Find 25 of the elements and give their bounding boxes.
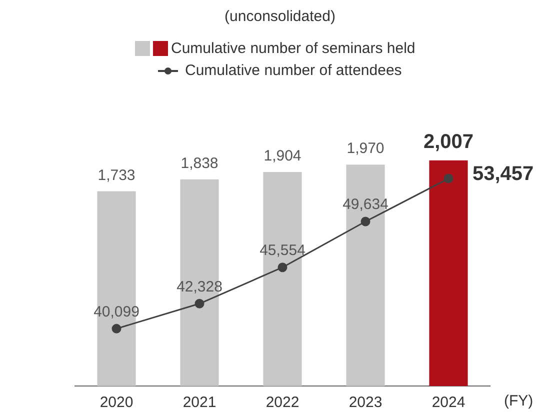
x-tick-label: 2024	[432, 394, 466, 412]
point	[278, 262, 288, 272]
x-tick-label: 2023	[348, 394, 382, 412]
x-tick-label: 2022	[266, 394, 300, 412]
point	[444, 174, 454, 184]
x-tick-label: 2020	[100, 394, 134, 412]
data-label: 40,099	[94, 303, 140, 320]
x-axis-title: (FY)	[504, 392, 534, 410]
data-label: 1,970	[346, 140, 384, 158]
legend-label: Cumulative number of attendees	[185, 62, 402, 78]
x-tick-label: 2021	[182, 394, 216, 412]
data-label: 45,554	[260, 242, 306, 260]
point	[194, 298, 204, 308]
data-label: 2,007	[423, 130, 474, 153]
bar	[429, 160, 468, 386]
chart-subtitle: (unconsolidated)	[224, 8, 336, 25]
data-label: 1,904	[264, 148, 302, 165]
point	[112, 324, 122, 334]
point	[360, 216, 370, 226]
data-label: 1,733	[98, 166, 136, 184]
data-label: 49,634	[342, 196, 388, 214]
data-label: 1,838	[180, 155, 218, 172]
data-label: 42,328	[176, 278, 222, 296]
data-label: 53,457	[472, 163, 534, 186]
legend-label: Cumulative number of seminars held	[171, 40, 416, 56]
